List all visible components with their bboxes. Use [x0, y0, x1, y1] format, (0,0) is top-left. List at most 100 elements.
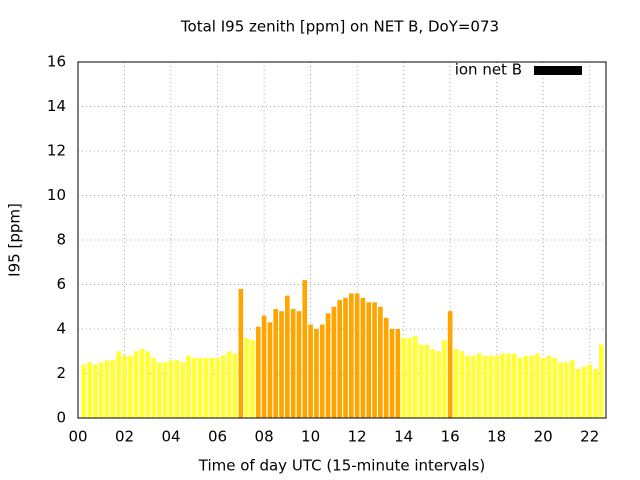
bar [430, 349, 436, 418]
bar [535, 353, 540, 418]
x-tick-label: 12 [348, 428, 367, 446]
bar [215, 357, 220, 418]
legend-label: ion net B [455, 61, 522, 79]
bar [581, 366, 587, 418]
bar [343, 297, 348, 418]
bar [290, 308, 296, 418]
bar [325, 313, 331, 418]
bar [540, 357, 546, 418]
bar [517, 357, 523, 418]
x-tick-label: 04 [161, 428, 180, 446]
y-tick-label: 16 [47, 53, 66, 71]
bar [232, 353, 238, 418]
x-tick-label: 06 [208, 428, 227, 446]
bar [238, 288, 244, 418]
bar [244, 337, 249, 418]
bar [389, 329, 395, 418]
bar [255, 326, 261, 418]
bar [383, 317, 389, 418]
bar [465, 355, 470, 418]
bar [407, 337, 412, 418]
bar [488, 355, 494, 418]
bar [174, 360, 180, 418]
x-tick-label: 14 [394, 428, 413, 446]
bar [110, 360, 116, 418]
bar [401, 337, 406, 418]
bar [157, 362, 162, 418]
y-tick-label: 2 [56, 364, 66, 382]
bar [145, 351, 151, 418]
bar [197, 357, 203, 418]
y-tick-label: 8 [56, 231, 66, 249]
bar [98, 362, 104, 418]
plot-frame [77, 61, 607, 419]
bar [564, 362, 569, 418]
bar [302, 280, 308, 418]
bar [81, 364, 87, 418]
bar [593, 369, 598, 418]
y-tick-label: 6 [56, 275, 66, 293]
y-tick-label: 12 [47, 142, 66, 160]
x-tick-label: 18 [487, 428, 506, 446]
bar [285, 295, 290, 418]
bar [226, 351, 232, 418]
bar [453, 349, 459, 418]
bar [546, 355, 552, 418]
bar [128, 355, 133, 418]
bar [267, 322, 273, 418]
bar [180, 362, 185, 418]
bar [331, 306, 337, 418]
bar [447, 311, 453, 418]
bar [348, 293, 354, 418]
bar [500, 353, 505, 418]
bar [471, 355, 476, 418]
bar [93, 364, 98, 418]
x-tick-label: 22 [580, 428, 599, 446]
x-tick-label: 20 [534, 428, 553, 446]
bar [314, 329, 319, 418]
bar [575, 369, 581, 418]
bar [250, 340, 255, 418]
bar [569, 360, 575, 418]
bar [442, 340, 447, 418]
bar [261, 315, 267, 418]
bar [552, 357, 558, 418]
x-tick-label: 10 [301, 428, 320, 446]
bar [203, 357, 209, 418]
bar [133, 351, 139, 418]
bar [168, 360, 174, 418]
bar [372, 302, 377, 418]
bar [221, 355, 226, 418]
y-tick-label: 14 [47, 97, 66, 115]
bar [529, 355, 534, 418]
x-axis-label: Time of day UTC (15-minute intervals) [198, 457, 485, 475]
chart-title: Total I95 zenith [ppm] on NET B, DoY=073 [180, 18, 499, 36]
bar [511, 353, 517, 418]
bar [505, 353, 511, 418]
bar [308, 324, 313, 418]
bar [87, 362, 92, 418]
bar [116, 351, 122, 418]
bar [587, 364, 593, 418]
bar [378, 306, 383, 418]
bar [162, 362, 168, 418]
legend-swatch [534, 66, 582, 75]
y-tick-label: 4 [56, 320, 66, 338]
y-tick-label: 10 [47, 186, 66, 204]
bar [412, 335, 418, 418]
bar [395, 329, 401, 418]
bar [424, 344, 430, 418]
bar [273, 308, 279, 418]
bar [337, 300, 342, 418]
y-axis-label: I95 [ppm] [6, 203, 24, 277]
bar [494, 355, 500, 418]
bar [436, 351, 441, 418]
bar [279, 311, 284, 418]
bar [319, 324, 325, 418]
bar [151, 357, 156, 418]
bar [482, 355, 488, 418]
bar [558, 362, 563, 418]
bar [186, 355, 191, 418]
